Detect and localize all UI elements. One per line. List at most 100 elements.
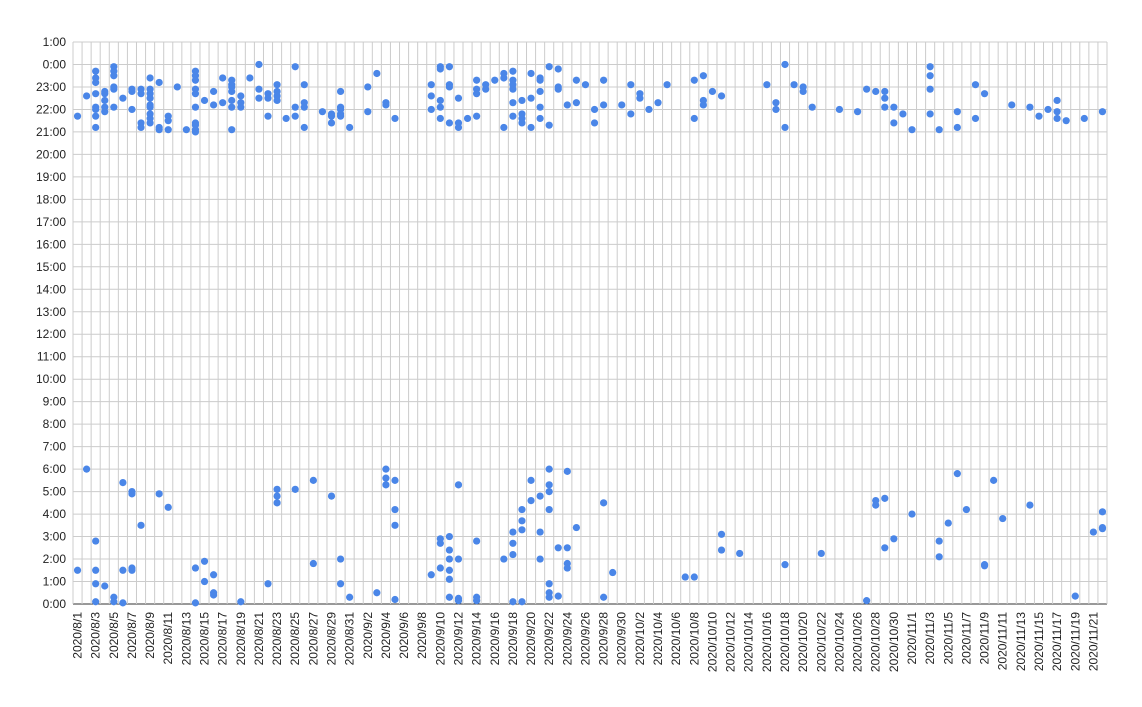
data-point bbox=[364, 83, 372, 91]
data-point bbox=[473, 112, 481, 120]
x-tick-label: 2020/8/15 bbox=[198, 612, 212, 666]
x-tick-label: 2020/10/8 bbox=[687, 612, 701, 666]
data-point bbox=[445, 546, 454, 554]
data-point bbox=[273, 81, 281, 89]
data-point bbox=[128, 566, 136, 574]
x-tick-label: 2020/10/10 bbox=[705, 612, 719, 672]
data-point bbox=[191, 564, 200, 572]
data-point bbox=[527, 496, 535, 505]
y-tick-label: 4:00 bbox=[43, 507, 67, 521]
data-point bbox=[527, 476, 535, 484]
x-tick-label: 2020/11/7 bbox=[959, 612, 973, 665]
y-tick-label: 3:00 bbox=[43, 530, 67, 544]
data-point bbox=[282, 114, 290, 123]
x-tick-label: 2020/8/31 bbox=[343, 612, 357, 666]
y-tick-label: 8:00 bbox=[43, 417, 67, 431]
data-point bbox=[454, 481, 463, 489]
data-point bbox=[445, 593, 454, 601]
x-tick-label: 2020/11/13 bbox=[1014, 612, 1028, 671]
data-point bbox=[518, 517, 526, 525]
data-point bbox=[445, 119, 454, 127]
x-tick-label: 2020/11/5 bbox=[941, 612, 955, 665]
data-point bbox=[944, 519, 952, 527]
y-tick-label: 1:00 bbox=[43, 575, 67, 589]
data-point bbox=[273, 499, 281, 507]
data-point bbox=[699, 101, 707, 109]
data-point bbox=[500, 123, 508, 132]
x-tick-label: 2020/10/12 bbox=[724, 612, 738, 672]
data-point bbox=[273, 492, 281, 500]
x-tick-label: 2020/8/19 bbox=[234, 612, 248, 666]
data-point bbox=[92, 112, 100, 120]
data-point bbox=[228, 103, 236, 111]
data-point bbox=[554, 592, 562, 600]
x-tick-label: 2020/10/16 bbox=[760, 612, 774, 672]
data-point bbox=[454, 123, 463, 132]
y-tick-label: 16:00 bbox=[36, 237, 66, 251]
data-point bbox=[926, 85, 934, 93]
data-point bbox=[336, 112, 345, 120]
data-point bbox=[264, 94, 272, 102]
data-point bbox=[545, 121, 553, 129]
data-point bbox=[980, 562, 989, 570]
y-tick-label: 18:00 bbox=[36, 192, 66, 206]
data-point bbox=[427, 105, 435, 114]
data-point bbox=[545, 465, 553, 473]
x-tick-label: 2020/11/15 bbox=[1032, 612, 1046, 671]
data-point bbox=[436, 114, 444, 123]
data-point bbox=[101, 582, 109, 590]
data-point bbox=[545, 481, 553, 489]
data-point bbox=[309, 476, 317, 484]
x-tick-label: 2020/8/1 bbox=[71, 612, 85, 659]
data-point bbox=[509, 539, 517, 547]
data-point bbox=[1035, 112, 1043, 120]
data-point bbox=[1053, 96, 1061, 105]
data-point bbox=[445, 532, 454, 541]
chart-grid bbox=[72, 41, 1108, 605]
x-tick-label: 2020/9/12 bbox=[451, 612, 465, 666]
x-tick-label: 2020/8/5 bbox=[107, 612, 121, 659]
data-point bbox=[191, 103, 200, 111]
data-point bbox=[899, 110, 907, 118]
data-point bbox=[545, 488, 553, 496]
x-tick-label: 2020/10/14 bbox=[742, 612, 756, 672]
y-tick-label: 12:00 bbox=[36, 327, 66, 341]
data-point bbox=[92, 105, 100, 114]
data-point bbox=[373, 589, 381, 597]
data-point bbox=[999, 514, 1007, 523]
data-point bbox=[1062, 117, 1070, 125]
data-point bbox=[1053, 114, 1061, 123]
data-point bbox=[509, 598, 517, 606]
data-point bbox=[545, 63, 553, 71]
data-point bbox=[209, 571, 218, 579]
data-point bbox=[863, 597, 871, 605]
x-tick-label: 2020/10/26 bbox=[851, 612, 865, 672]
data-point bbox=[463, 114, 472, 123]
data-point bbox=[327, 119, 336, 127]
data-point bbox=[191, 128, 200, 136]
x-tick-label: 2020/10/30 bbox=[887, 612, 901, 672]
data-point bbox=[92, 580, 100, 588]
data-point bbox=[1008, 101, 1016, 109]
data-point bbox=[971, 81, 980, 89]
x-tick-label: 2020/10/22 bbox=[814, 612, 828, 672]
data-point bbox=[119, 94, 127, 102]
data-point bbox=[1089, 528, 1097, 536]
data-point bbox=[491, 76, 499, 84]
data-point bbox=[382, 101, 390, 109]
data-point bbox=[1044, 105, 1052, 114]
x-tick-label: 2020/10/28 bbox=[869, 612, 883, 672]
data-point bbox=[1098, 508, 1107, 516]
data-point bbox=[1080, 114, 1088, 123]
data-point bbox=[518, 96, 526, 105]
data-point bbox=[881, 87, 889, 96]
data-point bbox=[445, 566, 454, 574]
data-point bbox=[128, 490, 136, 498]
data-point bbox=[300, 81, 308, 89]
data-point bbox=[563, 544, 571, 552]
data-point bbox=[690, 114, 698, 123]
x-tick-label: 2020/9/4 bbox=[379, 612, 393, 659]
data-point bbox=[445, 555, 454, 563]
data-point bbox=[935, 537, 943, 545]
y-tick-label: 9:00 bbox=[43, 395, 67, 409]
